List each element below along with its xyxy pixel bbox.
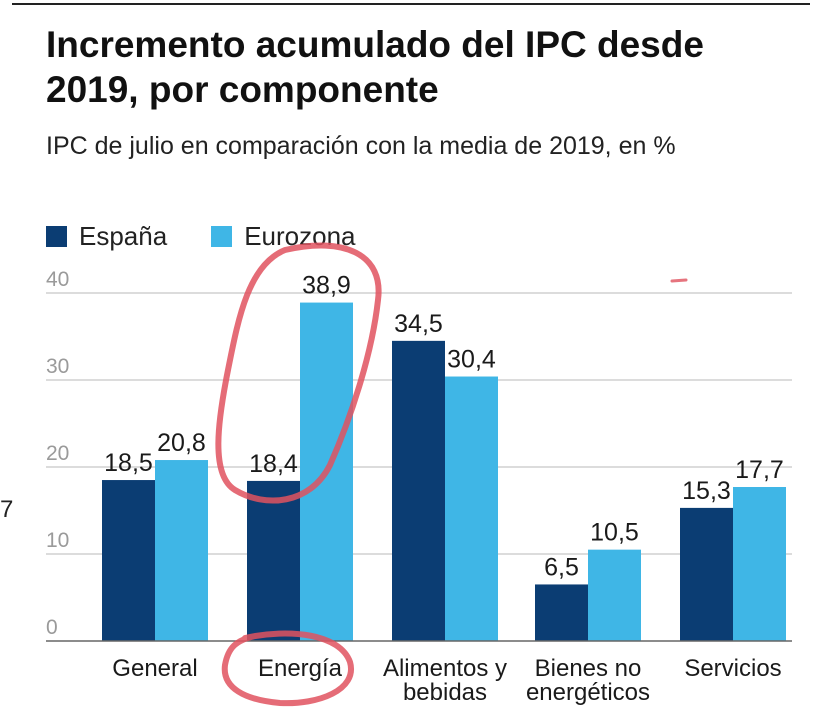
category-label-4: Servicios bbox=[684, 655, 781, 682]
bar-eurozona-3 bbox=[588, 549, 641, 641]
category-label-1: Energía bbox=[258, 655, 343, 682]
y-tick-label-40: 40 bbox=[46, 268, 69, 291]
bar-espana-4 bbox=[680, 507, 733, 641]
bar-eurozona-4 bbox=[733, 487, 786, 641]
bar-espana-1 bbox=[247, 480, 300, 641]
y-tick-label-20: 20 bbox=[46, 442, 69, 465]
category-label-line: Alimentos y bbox=[383, 655, 507, 682]
data-label-eurozona-3: 10,5 bbox=[590, 519, 639, 547]
data-label-espana-3: 6,5 bbox=[544, 553, 579, 581]
y-tick-label-10: 10 bbox=[46, 529, 69, 552]
category-label-line: energéticos bbox=[526, 679, 650, 706]
bar-espana-3 bbox=[535, 584, 588, 641]
category-label-0: General bbox=[112, 655, 197, 682]
cropped-edge-number: 7 bbox=[0, 496, 14, 523]
data-label-espana-0: 18,5 bbox=[104, 449, 153, 477]
chart-subtitle: IPC de julio en comparación con la media… bbox=[46, 132, 676, 160]
legend-swatch-espana bbox=[46, 225, 67, 247]
data-label-eurozona-1: 38,9 bbox=[302, 272, 351, 300]
y-tick-label-30: 30 bbox=[46, 355, 69, 378]
category-label-line: General bbox=[112, 655, 197, 682]
category-label-line: bebidas bbox=[403, 679, 487, 706]
category-label-line: Servicios bbox=[684, 655, 781, 682]
data-label-eurozona-4: 17,7 bbox=[735, 456, 784, 484]
category-label-line: Bienes no bbox=[535, 655, 642, 682]
bar-eurozona-0 bbox=[155, 460, 208, 641]
bar-espana-2 bbox=[392, 340, 445, 641]
data-label-espana-1: 18,4 bbox=[249, 450, 298, 478]
category-label-3: Bienes no energéticos bbox=[526, 655, 650, 706]
bar-eurozona-2 bbox=[445, 376, 498, 641]
bar-espana-0 bbox=[102, 480, 155, 641]
y-tick-label-0: 0 bbox=[46, 616, 58, 639]
data-label-espana-4: 15,3 bbox=[682, 477, 731, 505]
data-label-espana-2: 34,5 bbox=[394, 310, 443, 338]
annotation-stray-mark bbox=[670, 278, 688, 283]
chart-title: Incremento acumulado del IPC desde 2019,… bbox=[46, 24, 704, 110]
top-rule bbox=[12, 3, 810, 5]
annotation-circle-energia-bars bbox=[215, 242, 382, 504]
category-label-line: Energía bbox=[258, 655, 343, 682]
data-label-eurozona-2: 30,4 bbox=[447, 346, 496, 374]
legend-item-espana: España bbox=[46, 221, 167, 252]
annotation-circle-energia-label bbox=[221, 630, 355, 707]
data-label-eurozona-0: 20,8 bbox=[157, 429, 206, 457]
legend-label-espana: España bbox=[79, 220, 168, 251]
category-label-2: Alimentos y bebidas bbox=[383, 655, 507, 706]
legend-swatch-eurozona bbox=[211, 225, 233, 247]
